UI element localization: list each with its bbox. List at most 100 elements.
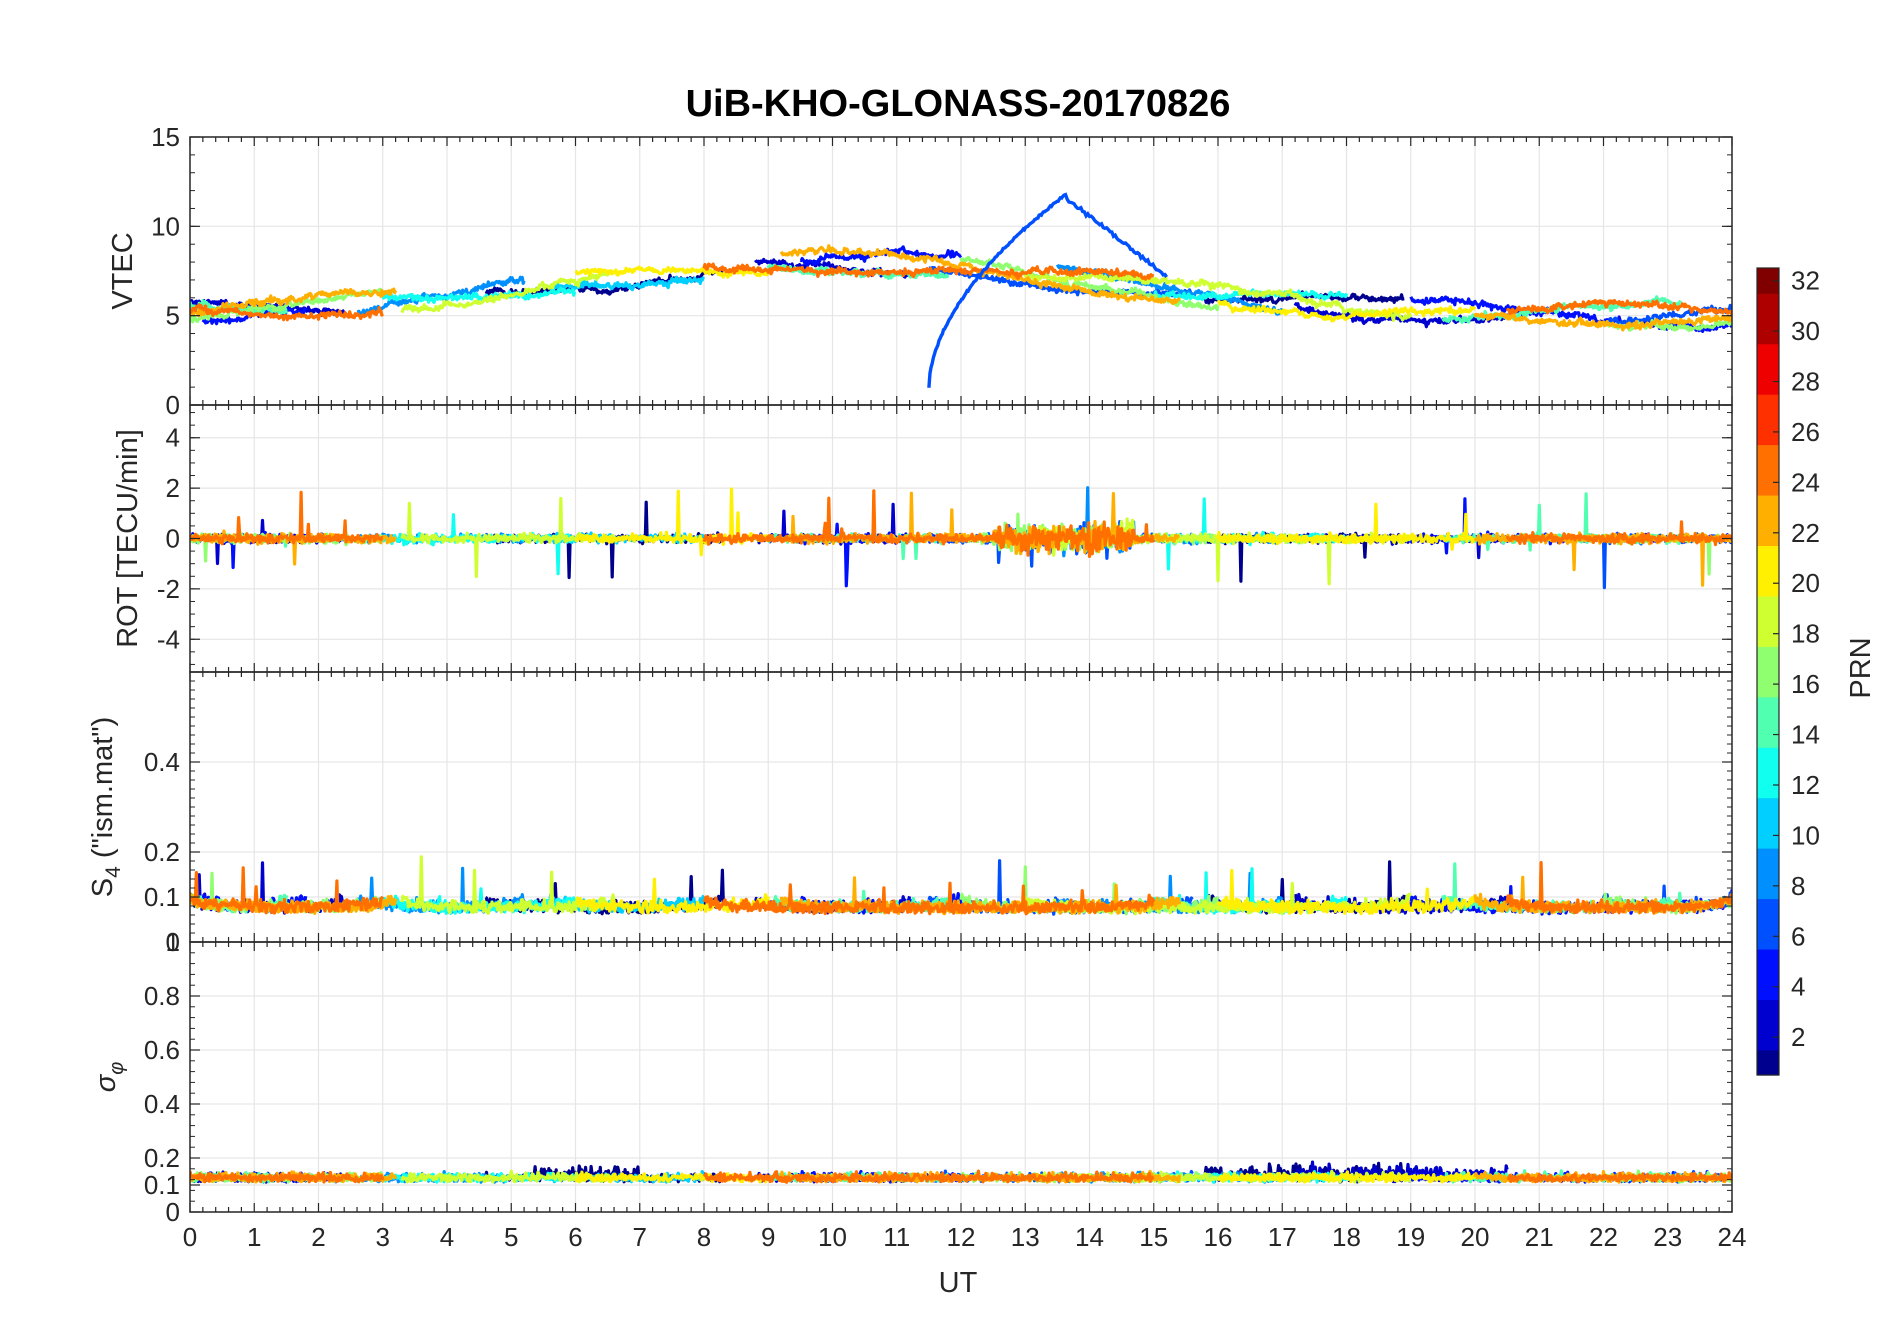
series-line-prn-24 [1505,298,1732,316]
series-line-prn-20 [1216,502,1477,551]
colorbar-tick-label: 16 [1791,669,1820,699]
x-tick-label: 2 [311,1222,325,1252]
y-tick-label-top: 1 [166,927,180,957]
series-line-prn-24 [1506,1171,1732,1184]
colorbar-segment [1757,721,1779,748]
series-line-prn-24 [702,1169,1155,1184]
y-axis-label: σφ [90,1062,128,1093]
y-tick-label: 0.6 [144,1035,180,1065]
series-line-prn-12 [382,513,577,576]
y-tick-label: 0.4 [144,1089,180,1119]
x-tick-label: 4 [440,1222,454,1252]
x-tick-label: 15 [1139,1222,1168,1252]
colorbar-segment [1757,444,1779,471]
colorbar-tick-label: 18 [1791,619,1820,649]
series-line-prn-7 [928,265,1194,299]
series-line-prn-20 [1217,1170,1477,1184]
series-line-prn-18 [400,269,615,314]
y-tick-label: 0.1 [144,1170,180,1200]
x-tick-label: 13 [1011,1222,1040,1252]
y-tick-label: 10 [151,211,180,241]
y-tick-label: 0 [166,927,180,957]
y-tick-label: 0 [166,524,180,554]
series-line-prn-12 [381,286,577,304]
series-line-prn-16 [190,287,385,324]
y-tick-label: 0.2 [144,837,180,867]
x-tick-label: 3 [376,1222,390,1252]
colorbar-frame [1756,267,1780,1076]
x-tick-label: 10 [818,1222,847,1252]
x-tick-label: 9 [761,1222,775,1252]
colorbar-segment [1757,1049,1779,1076]
colorbar-segment [1757,394,1779,420]
colorbar-segment [1757,570,1779,597]
series-line-prn-20 [1216,299,1477,323]
series-line-prn-24 [702,881,1156,916]
series-line-prn-20 [574,1170,770,1184]
colorbar-segment [1757,293,1779,320]
y-tick-label: -2 [157,574,180,604]
colorbar-segment [1757,268,1779,294]
colorbar-tick-label: 14 [1791,720,1820,750]
colorbar-segment [1757,1024,1779,1051]
series-line-prn-24 [190,866,385,915]
x-tick-label: 16 [1204,1222,1233,1252]
colorbar-tick-label: 32 [1791,266,1820,296]
colorbar-tick-label: 6 [1791,921,1805,951]
y-tick-label: 0 [166,390,180,420]
x-tick-label: 8 [697,1222,711,1252]
colorbar-segment [1757,469,1779,496]
colorbar-segment [1757,621,1779,647]
colorbar-tick-label: 10 [1791,820,1820,850]
series-line-prn-24 [190,303,385,322]
colorbar-segment [1757,923,1779,950]
x-tick-label: 19 [1396,1222,1425,1252]
series-line-prn-20 [1217,868,1477,916]
colorbar-segment [1757,797,1779,824]
x-tick-label: 0 [183,1222,197,1252]
colorbar-tick-label: 22 [1791,518,1820,548]
colorbar-segment [1757,898,1779,925]
series-group [190,1160,1732,1184]
colorbar-tick-label: 8 [1791,871,1805,901]
y-axis-label: S4 ("ism.mat") [87,717,125,898]
x-tick-label: 24 [1718,1222,1747,1252]
y-tick-label: 0.1 [144,882,180,912]
colorbar-tick-label: 28 [1791,366,1820,396]
colorbar-segment [1757,646,1779,673]
x-tick-label: 17 [1268,1222,1297,1252]
vtec-panel: 0 5 10 15 VTEC [107,122,1733,420]
x-tick-label: 21 [1525,1222,1554,1252]
series-line-prn-5 [1409,497,1732,555]
x-tick-label: 5 [504,1222,518,1252]
series-line-prn-10 [549,275,706,292]
colorbar-segment [1757,343,1779,370]
x-axis-label: UT [939,1267,978,1299]
series-group [190,855,1732,916]
x-tick-label: 20 [1461,1222,1490,1252]
x-tick-label: 22 [1589,1222,1618,1252]
colorbar-segment [1757,545,1779,572]
rot-panel: -4 -2 0 2 4 ROT [TECU/min] [112,404,1733,673]
y-tick-label: 2 [166,473,180,503]
colorbar-tick-label: 4 [1791,972,1805,1002]
series-line-prn-24 [702,489,1156,558]
y-tick-label: 0.4 [144,747,180,777]
colorbar-segment [1757,822,1779,849]
series-line-prn-22 [190,287,398,318]
series-line-prn-18 [1023,272,1413,322]
series-line-prn-24 [1505,520,1732,547]
x-tick-label: 12 [947,1222,976,1252]
colorbar-segment [1757,494,1779,521]
chart-title: UiB-KHO-GLONASS-20170826 [686,83,1231,125]
colorbar-tick-label: 12 [1791,770,1820,800]
colorbar-segment [1757,520,1779,547]
colorbar-segment [1757,772,1779,799]
series-line-prn-24 [190,490,384,546]
colorbar-segment [1757,595,1779,622]
colorbar-tick-label: 2 [1791,1022,1805,1052]
colorbar-tick-label: 26 [1791,417,1820,447]
x-tick-label: 6 [568,1222,582,1252]
